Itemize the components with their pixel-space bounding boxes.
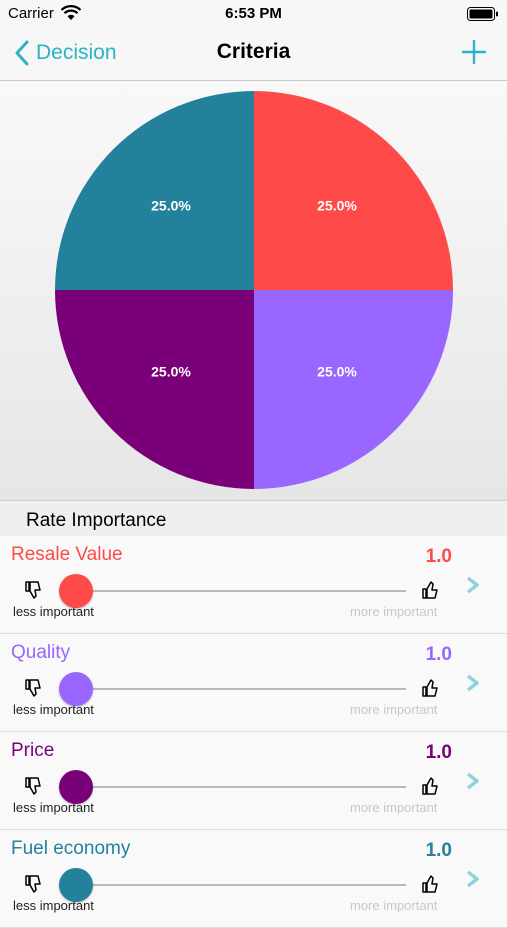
criterion-row: Quality 1.0 less important more importan… [0,634,507,732]
detail-arrow-icon[interactable] [466,674,480,692]
navigation-bar: Decision Criteria [0,28,507,81]
add-icon[interactable] [461,39,487,65]
more-important-label: more important [350,604,438,619]
thumbs-down-icon[interactable] [24,678,44,698]
criterion-name: Price [11,740,55,761]
thumbs-up-icon[interactable] [421,776,441,796]
pie-chart-area: 25.0% 25.0% 25.0% 25.0% [0,81,507,501]
back-button-label: Decision [36,41,117,64]
pie-slice-label-1: 25.0% [317,364,357,380]
pie-slice-1 [254,290,453,489]
importance-slider-thumb[interactable] [59,672,93,706]
thumbs-up-icon[interactable] [421,874,441,894]
less-important-label: less important [13,702,94,717]
wifi-icon [60,5,82,20]
pie-slice-label-3: 25.0% [151,198,191,214]
chevron-left-icon [15,40,29,66]
importance-slider-track[interactable] [78,688,406,690]
pie-slice-2 [55,290,254,489]
section-title: Rate Importance [26,510,167,531]
pie-chart: 25.0% 25.0% 25.0% 25.0% [55,91,453,489]
more-important-label: more important [350,702,438,717]
criteria-list: Resale Value 1.0 less important more imp… [0,536,507,928]
criterion-value: 1.0 [425,840,452,861]
pie-slice-label-0: 25.0% [317,198,357,214]
pie-slice-0 [254,91,453,290]
thumbs-down-icon[interactable] [24,874,44,894]
detail-arrow-icon[interactable] [466,870,480,888]
less-important-label: less important [13,604,94,619]
status-bar: Carrier 6:53 PM [0,0,507,28]
thumbs-up-icon[interactable] [421,678,441,698]
battery-icon [467,7,498,21]
less-important-label: less important [13,800,94,815]
detail-arrow-icon[interactable] [466,772,480,790]
criterion-value: 1.0 [425,742,452,763]
more-important-label: more important [350,898,438,913]
importance-slider-thumb[interactable] [59,770,93,804]
criterion-row: Fuel economy 1.0 less important more imp… [0,830,507,928]
criterion-name: Fuel economy [11,838,131,859]
status-time: 6:53 PM [225,5,282,22]
criterion-value: 1.0 [425,546,452,567]
thumbs-down-icon[interactable] [24,580,44,600]
carrier-label: Carrier [8,5,54,22]
criterion-value: 1.0 [425,644,452,665]
importance-slider-thumb[interactable] [59,868,93,902]
criterion-name: Resale Value [11,544,123,565]
importance-slider-track[interactable] [78,884,406,886]
thumbs-down-icon[interactable] [24,776,44,796]
importance-slider-track[interactable] [78,590,406,592]
criterion-row: Price 1.0 less important more important [0,732,507,830]
importance-slider-track[interactable] [78,786,406,788]
pie-slice-3 [55,91,254,290]
more-important-label: more important [350,800,438,815]
criterion-name: Quality [11,642,71,663]
thumbs-up-icon[interactable] [421,580,441,600]
importance-slider-thumb[interactable] [59,574,93,608]
pie-slice-label-2: 25.0% [151,364,191,380]
section-header: Rate Importance [0,501,507,536]
detail-arrow-icon[interactable] [466,576,480,594]
criterion-row: Resale Value 1.0 less important more imp… [0,536,507,634]
back-button[interactable]: Decision [14,38,117,68]
less-important-label: less important [13,898,94,913]
